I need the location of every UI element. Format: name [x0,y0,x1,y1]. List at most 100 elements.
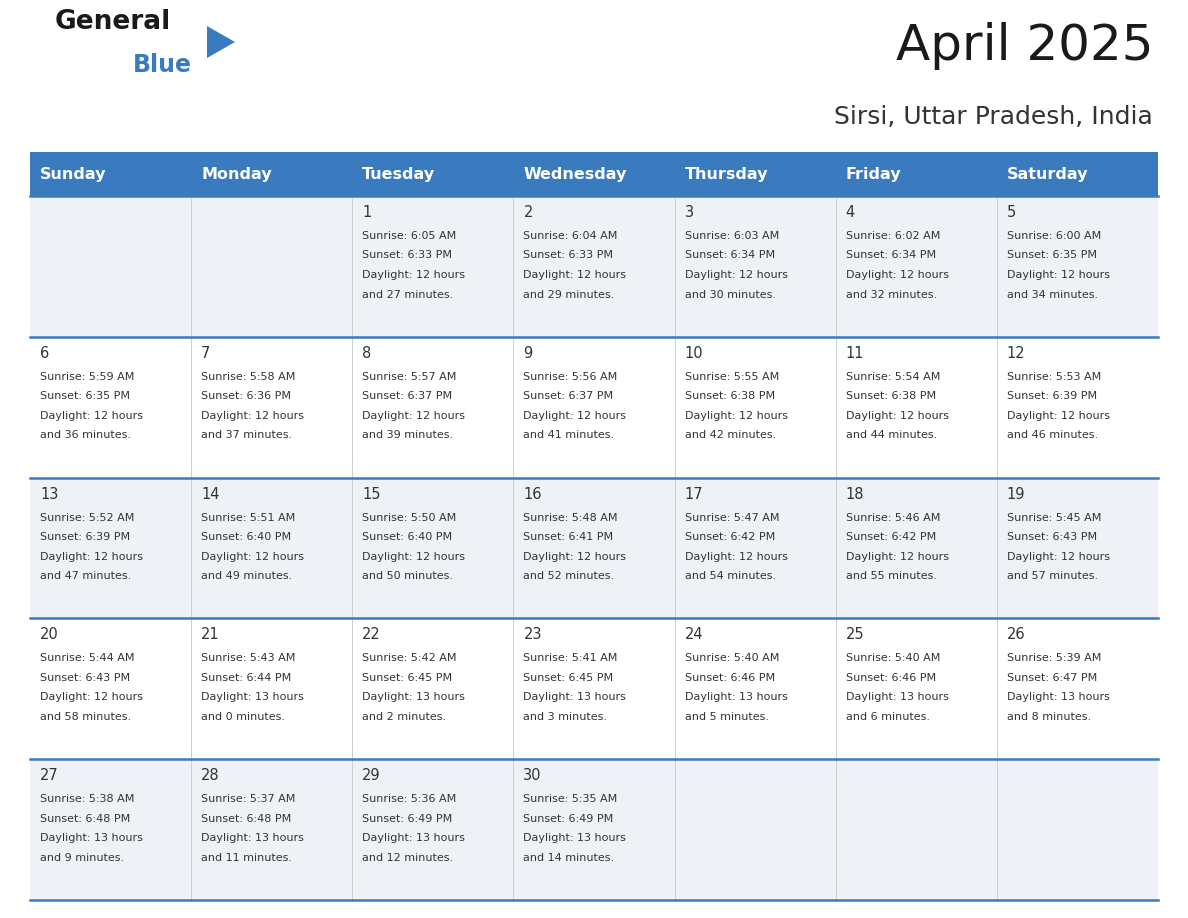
Text: Sunset: 6:34 PM: Sunset: 6:34 PM [684,251,775,261]
Text: Daylight: 13 hours: Daylight: 13 hours [524,834,626,844]
Text: Sunrise: 5:42 AM: Sunrise: 5:42 AM [362,654,456,664]
Text: and 11 minutes.: and 11 minutes. [201,853,292,863]
Text: 4: 4 [846,205,855,220]
Text: Daylight: 12 hours: Daylight: 12 hours [684,270,788,280]
Text: Sunset: 6:33 PM: Sunset: 6:33 PM [524,251,613,261]
Text: Sunrise: 5:57 AM: Sunrise: 5:57 AM [362,372,456,382]
Text: Sunset: 6:43 PM: Sunset: 6:43 PM [40,673,131,683]
Text: Monday: Monday [201,166,272,182]
Text: Daylight: 12 hours: Daylight: 12 hours [40,410,143,420]
Text: and 12 minutes.: and 12 minutes. [362,853,454,863]
Text: 19: 19 [1007,487,1025,501]
Text: Sunset: 6:38 PM: Sunset: 6:38 PM [846,391,936,401]
Text: Sunset: 6:48 PM: Sunset: 6:48 PM [201,813,291,823]
Text: and 44 minutes.: and 44 minutes. [846,431,937,441]
Text: and 2 minutes.: and 2 minutes. [362,711,447,722]
Text: Daylight: 13 hours: Daylight: 13 hours [524,692,626,702]
Text: Daylight: 12 hours: Daylight: 12 hours [1007,552,1110,562]
Text: Sunset: 6:40 PM: Sunset: 6:40 PM [362,532,453,543]
Text: Daylight: 13 hours: Daylight: 13 hours [362,834,466,844]
Text: 15: 15 [362,487,381,501]
Text: Sunrise: 6:03 AM: Sunrise: 6:03 AM [684,231,779,241]
Text: Friday: Friday [846,166,902,182]
Text: April 2025: April 2025 [896,22,1154,70]
Text: Sunset: 6:34 PM: Sunset: 6:34 PM [846,251,936,261]
Text: Sunrise: 5:56 AM: Sunrise: 5:56 AM [524,372,618,382]
Text: Daylight: 13 hours: Daylight: 13 hours [846,692,948,702]
Text: Daylight: 12 hours: Daylight: 12 hours [1007,410,1110,420]
Text: Sunset: 6:46 PM: Sunset: 6:46 PM [684,673,775,683]
Text: Thursday: Thursday [684,166,769,182]
Text: Sunrise: 5:48 AM: Sunrise: 5:48 AM [524,512,618,522]
Text: Daylight: 12 hours: Daylight: 12 hours [846,552,949,562]
Text: 20: 20 [40,627,58,643]
Text: Sunset: 6:42 PM: Sunset: 6:42 PM [684,532,775,543]
Text: and 54 minutes.: and 54 minutes. [684,571,776,581]
Text: Daylight: 13 hours: Daylight: 13 hours [684,692,788,702]
Text: Sunrise: 5:37 AM: Sunrise: 5:37 AM [201,794,296,804]
Bar [30,152,191,196]
Text: Wednesday: Wednesday [524,166,627,182]
Text: Sunset: 6:41 PM: Sunset: 6:41 PM [524,532,613,543]
Text: and 6 minutes.: and 6 minutes. [846,711,930,722]
Text: Daylight: 13 hours: Daylight: 13 hours [201,834,304,844]
Text: 23: 23 [524,627,542,643]
Text: Sunset: 6:35 PM: Sunset: 6:35 PM [1007,251,1097,261]
Text: Sunrise: 5:46 AM: Sunrise: 5:46 AM [846,512,940,522]
Text: Sunset: 6:42 PM: Sunset: 6:42 PM [846,532,936,543]
Text: Sunrise: 6:05 AM: Sunrise: 6:05 AM [362,231,456,241]
Text: Daylight: 12 hours: Daylight: 12 hours [684,552,788,562]
Text: and 41 minutes.: and 41 minutes. [524,431,614,441]
Text: Sunrise: 5:41 AM: Sunrise: 5:41 AM [524,654,618,664]
Text: 28: 28 [201,768,220,783]
Text: and 39 minutes.: and 39 minutes. [362,431,454,441]
Text: 24: 24 [684,627,703,643]
Text: 18: 18 [846,487,864,501]
Text: Sunset: 6:38 PM: Sunset: 6:38 PM [684,391,775,401]
Text: 1: 1 [362,205,372,220]
Text: Tuesday: Tuesday [362,166,436,182]
Text: Sunset: 6:36 PM: Sunset: 6:36 PM [201,391,291,401]
Text: Daylight: 13 hours: Daylight: 13 hours [362,692,466,702]
Text: Sunrise: 5:47 AM: Sunrise: 5:47 AM [684,512,779,522]
Text: Sunset: 6:44 PM: Sunset: 6:44 PM [201,673,291,683]
Text: Sunrise: 5:38 AM: Sunrise: 5:38 AM [40,794,134,804]
Bar [675,152,835,196]
Text: and 55 minutes.: and 55 minutes. [846,571,936,581]
Text: Sunset: 6:43 PM: Sunset: 6:43 PM [1007,532,1097,543]
Text: Daylight: 12 hours: Daylight: 12 hours [362,410,466,420]
Text: Blue: Blue [133,53,192,77]
Text: 30: 30 [524,768,542,783]
Text: Daylight: 13 hours: Daylight: 13 hours [201,692,304,702]
Text: Sunset: 6:45 PM: Sunset: 6:45 PM [362,673,453,683]
Text: and 47 minutes.: and 47 minutes. [40,571,131,581]
Text: and 14 minutes.: and 14 minutes. [524,853,614,863]
Text: Sunset: 6:45 PM: Sunset: 6:45 PM [524,673,613,683]
Text: Sunrise: 5:44 AM: Sunrise: 5:44 AM [40,654,134,664]
Bar [835,152,997,196]
Text: 5: 5 [1007,205,1016,220]
Text: 22: 22 [362,627,381,643]
Bar [30,477,1158,619]
Text: Sunset: 6:46 PM: Sunset: 6:46 PM [846,673,936,683]
Text: Daylight: 12 hours: Daylight: 12 hours [362,270,466,280]
Text: Daylight: 12 hours: Daylight: 12 hours [524,270,626,280]
Text: Sunrise: 5:40 AM: Sunrise: 5:40 AM [684,654,779,664]
Text: 11: 11 [846,346,864,361]
Text: Sunday: Sunday [40,166,107,182]
Text: Sunrise: 5:43 AM: Sunrise: 5:43 AM [201,654,296,664]
Text: 12: 12 [1007,346,1025,361]
Text: and 37 minutes.: and 37 minutes. [201,431,292,441]
Bar [513,152,675,196]
Text: Sunset: 6:49 PM: Sunset: 6:49 PM [524,813,614,823]
Text: Daylight: 12 hours: Daylight: 12 hours [40,552,143,562]
Text: Sunrise: 6:00 AM: Sunrise: 6:00 AM [1007,231,1101,241]
Bar [30,337,1158,477]
Text: and 30 minutes.: and 30 minutes. [684,289,776,299]
Text: Sunrise: 6:02 AM: Sunrise: 6:02 AM [846,231,940,241]
Text: 17: 17 [684,487,703,501]
Text: Saturday: Saturday [1007,166,1088,182]
Text: Daylight: 13 hours: Daylight: 13 hours [40,834,143,844]
Text: Sunrise: 5:53 AM: Sunrise: 5:53 AM [1007,372,1101,382]
Text: and 5 minutes.: and 5 minutes. [684,711,769,722]
